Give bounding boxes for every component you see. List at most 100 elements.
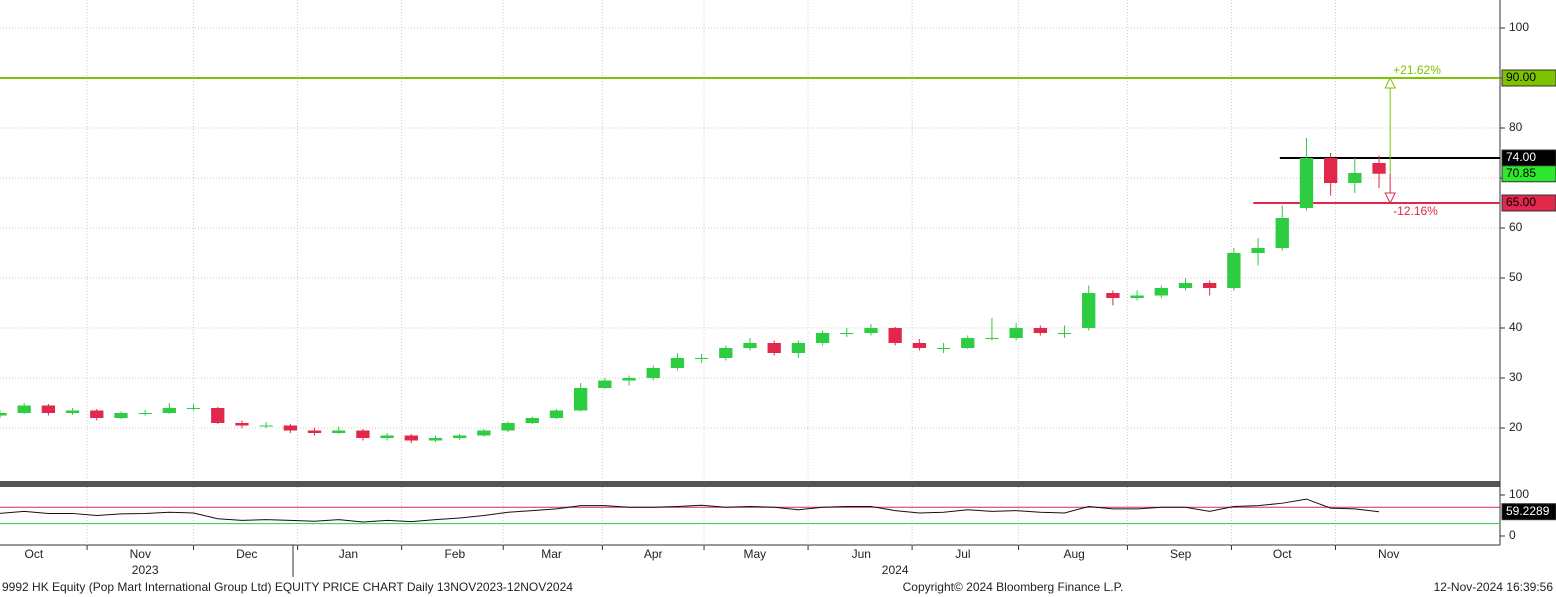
last-price-label: 70.85 xyxy=(1506,166,1536,180)
candle-body xyxy=(1057,333,1072,334)
level-label: 65.00 xyxy=(1506,195,1536,209)
main-pane xyxy=(0,0,1500,480)
candle-body xyxy=(283,425,297,431)
candle-body xyxy=(864,328,878,333)
candle-body xyxy=(332,430,346,433)
y-tick-label: 20 xyxy=(1509,420,1523,434)
candle-body xyxy=(1227,253,1241,288)
footer-center: Copyright© 2024 Bloomberg Finance L.P. xyxy=(903,580,1124,594)
y-tick-label: 100 xyxy=(1509,20,1529,34)
footer-right: 12-Nov-2024 16:39:56 xyxy=(1434,580,1554,594)
candle-body xyxy=(428,438,443,441)
candle-body xyxy=(1203,283,1217,288)
x-tick-label: Oct xyxy=(25,547,44,561)
candle-body xyxy=(646,368,660,378)
candle-body xyxy=(404,435,418,441)
arrow-label: +21.62% xyxy=(1393,63,1441,77)
candle-body xyxy=(259,425,273,427)
level-label: 90.00 xyxy=(1506,70,1536,84)
candle-body xyxy=(694,358,709,359)
x-tick-label: Dec xyxy=(236,547,257,561)
x-tick-label: Mar xyxy=(541,547,562,561)
candle-body xyxy=(453,435,467,438)
candle-body xyxy=(1082,293,1096,328)
level-box xyxy=(1501,69,1556,87)
candle-body xyxy=(815,333,830,343)
x-tick-label: Jan xyxy=(339,547,358,561)
candle-body xyxy=(936,348,951,349)
candle-body xyxy=(888,328,902,343)
candle-body xyxy=(65,410,80,413)
candle-body xyxy=(1348,173,1362,183)
x-tick-label: Oct xyxy=(1273,547,1292,561)
candle-body xyxy=(90,410,104,418)
candle-body xyxy=(211,408,225,423)
candle-body xyxy=(114,413,128,418)
rsi-tick-label: 0 xyxy=(1509,528,1516,542)
candle-body xyxy=(41,405,56,413)
x-tick-label: Sep xyxy=(1170,547,1192,561)
rsi-last-box xyxy=(1501,503,1556,521)
candle-body xyxy=(356,430,370,438)
candle-body xyxy=(912,343,927,348)
candle-body xyxy=(380,435,394,438)
candle-body xyxy=(525,418,539,423)
x-tick-label: Nov xyxy=(130,547,151,561)
level-box xyxy=(1501,194,1556,212)
x-tick-label: Jul xyxy=(955,547,970,561)
year-label: 2024 xyxy=(882,563,909,577)
candle-body xyxy=(1130,295,1144,298)
rsi-last-label: 59.2289 xyxy=(1506,504,1550,518)
x-tick-label: Nov xyxy=(1378,547,1399,561)
candle-body xyxy=(1178,283,1193,288)
rsi-tick-label: 100 xyxy=(1509,487,1529,501)
candle-body xyxy=(549,410,564,418)
candle-body xyxy=(1372,163,1386,174)
candle-body xyxy=(477,430,491,436)
candle-body xyxy=(1323,158,1338,183)
arrow-head xyxy=(1384,76,1396,89)
y-tick-label: 80 xyxy=(1509,120,1523,134)
candle-body xyxy=(961,338,975,348)
candle-body xyxy=(1299,158,1314,208)
x-tick-label: Apr xyxy=(644,547,663,561)
rsi-line xyxy=(0,498,1380,523)
candle-body xyxy=(622,378,636,381)
candle-body xyxy=(501,423,515,431)
candle-body xyxy=(670,358,685,368)
candle-body xyxy=(1251,248,1265,253)
candle-body xyxy=(1154,288,1168,296)
footer-left: 9992 HK Equity (Pop Mart International G… xyxy=(2,580,573,594)
candle-body xyxy=(791,343,806,353)
y-tick-label: 40 xyxy=(1509,320,1523,334)
y-tick-label: 60 xyxy=(1509,220,1523,234)
pane-separator xyxy=(0,481,1500,487)
x-tick-label: May xyxy=(744,547,767,561)
candle-body xyxy=(186,408,201,409)
year-label: 2023 xyxy=(132,563,159,577)
candle-body xyxy=(235,423,249,426)
candle-body xyxy=(17,405,31,413)
x-tick-label: Jun xyxy=(852,547,871,561)
arrow-head xyxy=(1384,192,1396,205)
arrow-label: -12.16% xyxy=(1393,204,1438,218)
candle-body xyxy=(0,413,7,416)
candle-body xyxy=(719,348,733,358)
level-label: 74.00 xyxy=(1506,150,1536,164)
candle-body xyxy=(162,408,177,413)
candle-body xyxy=(1033,328,1047,333)
candle-body xyxy=(598,380,612,388)
candle-body xyxy=(1106,293,1120,298)
candle-body xyxy=(743,343,757,348)
candle-body xyxy=(767,343,781,353)
candle-body xyxy=(138,413,152,414)
x-tick-label: Aug xyxy=(1064,547,1085,561)
candle-body xyxy=(840,333,854,334)
candle-body xyxy=(573,388,588,411)
x-tick-label: Feb xyxy=(444,547,465,561)
candle-body xyxy=(985,338,999,339)
candle-body xyxy=(307,430,322,433)
candle-body xyxy=(1275,218,1289,248)
